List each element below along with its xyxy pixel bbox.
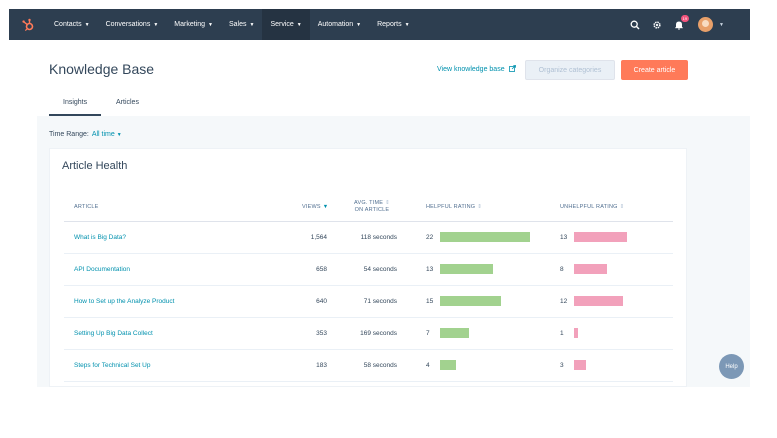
chevron-down-icon[interactable]: ▼ <box>719 21 724 28</box>
views-value: 1,564 <box>310 234 327 241</box>
nav-item-label: Conversations <box>105 21 151 28</box>
nav-item-contacts[interactable]: Contacts ▼ <box>46 9 98 40</box>
nav-item-service[interactable]: Service ▼ <box>262 9 310 40</box>
sort-icon: ⇕ <box>385 200 390 206</box>
avg-time-value: 71 seconds <box>363 298 397 305</box>
nav-item-sales[interactable]: Sales ▼ <box>221 9 262 40</box>
caret-down-icon: ▼ <box>116 132 122 138</box>
chevron-down-icon: ▼ <box>208 21 213 28</box>
time-range-dropdown[interactable]: All time ▼ <box>91 131 122 138</box>
unhelpful-count: 13 <box>560 234 568 241</box>
tab-articles[interactable]: Articles <box>116 99 139 106</box>
help-button[interactable]: Help <box>719 354 744 379</box>
column-header-views[interactable]: VIEWS ▼ <box>302 204 329 210</box>
sort-desc-icon: ▼ <box>322 204 329 210</box>
nav-item-label: Reports <box>377 21 402 28</box>
nav-item-conversations[interactable]: Conversations ▼ <box>98 9 167 40</box>
table-row: Setting Up Big Data Collect 353 169 second… <box>64 318 673 350</box>
hubspot-logo-icon[interactable] <box>9 9 46 40</box>
article-title-link[interactable]: Steps for Technical Set Up <box>74 362 151 369</box>
nav-item-label: Sales <box>228 21 247 28</box>
nav-item-label: Marketing <box>174 21 206 28</box>
chevron-down-icon: ▼ <box>249 21 255 28</box>
active-tab-indicator <box>49 114 101 116</box>
app-frame: Contacts ▼ Conversations ▼ Marketing ▼ Sales ▼ S… <box>9 9 750 387</box>
notification-badge: 19 <box>680 15 690 22</box>
column-header-article[interactable]: ARTICLE <box>74 204 99 210</box>
header-divider <box>64 221 673 222</box>
helpful-bar <box>440 328 469 338</box>
helpful-count: 13 <box>426 266 434 273</box>
article-title-link[interactable]: API Documentation <box>74 266 131 273</box>
table-row: Steps for Technical Set Up 183 58 seconds 4… <box>64 350 673 382</box>
article-title-link[interactable]: How to Set up the Analyze Product <box>74 298 175 305</box>
chevron-down-icon: ▼ <box>153 21 159 28</box>
unhelpful-count: 8 <box>560 266 564 273</box>
time-range-filter[interactable]: Time Range: All time ▼ <box>49 131 122 138</box>
helpful-count: 22 <box>426 234 434 241</box>
chevron-down-icon: ▼ <box>356 21 362 28</box>
chevron-down-icon: ▼ <box>296 21 302 28</box>
article-health-card: Article Health ARTICLE VIEWS ▼ AVG. TIME ⇕… <box>49 148 687 387</box>
views-value: 640 <box>316 298 327 305</box>
article-title-link[interactable]: What is Big Data? <box>74 234 127 241</box>
avg-time-value: 169 seconds <box>360 330 397 337</box>
views-value: 353 <box>316 330 327 337</box>
unhelpful-bar <box>574 296 623 306</box>
gear-icon[interactable] <box>646 9 668 40</box>
column-header-avg-time[interactable]: AVG. TIME ⇕ ON ARTICLE <box>354 200 390 213</box>
chevron-down-icon: ▼ <box>404 21 410 28</box>
tab-insights[interactable]: Insights <box>63 99 88 106</box>
page-title: Knowledge Base <box>49 61 155 77</box>
unhelpful-bar <box>574 360 586 370</box>
nav-item-label: Automation <box>317 21 354 28</box>
helpful-count: 4 <box>426 362 430 369</box>
create-article-button[interactable]: Create article <box>621 60 688 80</box>
helpful-bar <box>440 264 493 274</box>
helpful-bar <box>440 360 456 370</box>
unhelpful-bar <box>574 264 607 274</box>
helpful-count: 7 <box>426 330 430 337</box>
column-header-unhelpful[interactable]: UNHELPFUL RATING ⇕ <box>560 204 625 210</box>
chevron-down-icon: ▼ <box>84 21 90 28</box>
unhelpful-bar <box>574 232 627 242</box>
unhelpful-count: 12 <box>560 298 568 305</box>
table-row: How to Set up the Analyze Product 640 71 s… <box>64 286 673 318</box>
bell-icon[interactable]: 19 <box>668 9 690 40</box>
views-value: 183 <box>316 362 327 369</box>
nav-item-reports[interactable]: Reports ▼ <box>369 9 417 40</box>
helpful-count: 15 <box>426 298 434 305</box>
helpful-bar <box>440 296 501 306</box>
helpful-bar <box>440 232 530 242</box>
external-link-icon <box>508 65 516 72</box>
avg-time-value: 54 seconds <box>363 266 397 273</box>
table-row: API Documentation 658 54 seconds 13 8 <box>64 254 673 286</box>
article-title-link[interactable]: Setting Up Big Data Collect <box>74 330 153 337</box>
unhelpful-count: 1 <box>560 330 564 337</box>
views-value: 658 <box>316 266 327 273</box>
table-row: Upgrading a Bizbrics Account155108 secon… <box>64 382 673 387</box>
sort-icon: ⇕ <box>619 204 625 210</box>
unhelpful-bar <box>574 328 578 338</box>
card-title: Article Health <box>62 160 128 172</box>
search-icon[interactable] <box>624 9 646 40</box>
avg-time-value: 118 seconds <box>360 234 397 241</box>
view-knowledge-base-link[interactable]: View knowledge base <box>437 65 516 73</box>
nav-item-automation[interactable]: Automation ▼ <box>310 9 369 40</box>
organize-categories-button[interactable]: Organize categories <box>525 60 615 80</box>
column-header-helpful[interactable]: HELPFUL RATING ⇕ <box>426 204 483 210</box>
nav-item-label: Contacts <box>54 21 82 28</box>
nav-item-label: Service <box>270 21 294 28</box>
avg-time-value: 58 seconds <box>363 362 397 369</box>
unhelpful-count: 3 <box>560 362 564 369</box>
time-range-label: Time Range: <box>49 131 89 138</box>
top-navigation: Contacts ▼ Conversations ▼ Marketing ▼ Sales ▼ S… <box>9 9 750 40</box>
table-row: What is Big Data? 1,564 118 seconds 22 13 <box>64 222 673 254</box>
nav-item-marketing[interactable]: Marketing ▼ <box>166 9 221 40</box>
avatar[interactable] <box>698 17 714 32</box>
sort-icon: ⇕ <box>477 204 483 210</box>
